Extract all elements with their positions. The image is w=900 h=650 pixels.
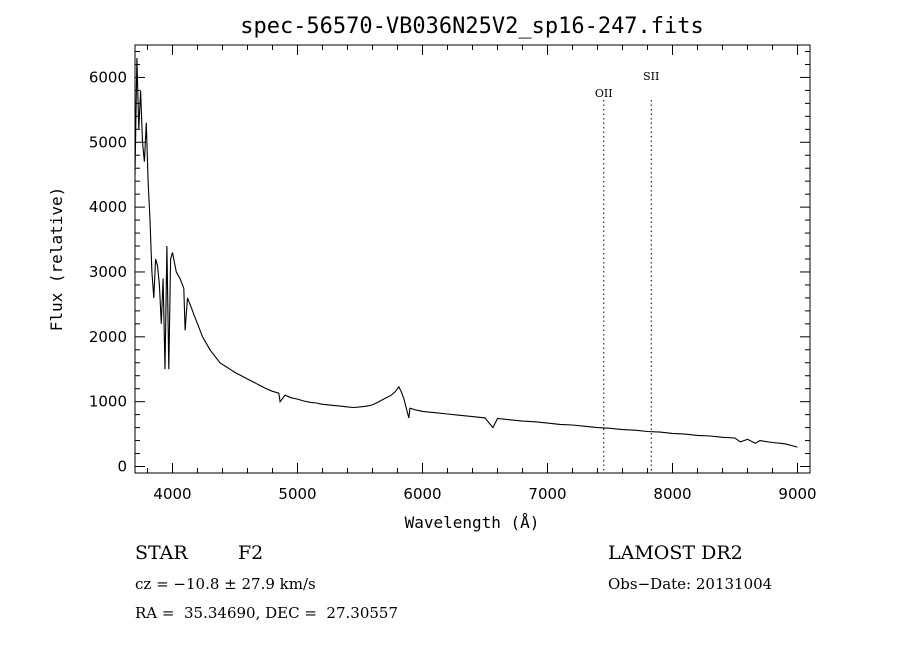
spectrum-series-line bbox=[134, 57, 798, 448]
y-tick-label: 6000 bbox=[89, 68, 127, 86]
x-axis-label: Wavelength (Å) bbox=[405, 513, 540, 532]
x-tick-label: 4000 bbox=[153, 485, 191, 503]
y-tick-label: 1000 bbox=[89, 393, 127, 411]
y-axis-label: Flux (relative) bbox=[47, 187, 66, 332]
spectral-line-markers: OII SII bbox=[595, 70, 659, 473]
x-tick-label: 8000 bbox=[653, 485, 691, 503]
survey-name: LAMOST DR2 bbox=[608, 542, 743, 564]
spectral-line-label: OII bbox=[595, 87, 613, 100]
y-tick-label: 0 bbox=[117, 458, 127, 476]
x-tick-label: 6000 bbox=[403, 485, 441, 503]
y-tick-label: 3000 bbox=[89, 263, 127, 281]
sky-coordinates: RA = 35.34690, DEC = 27.30557 bbox=[135, 604, 399, 622]
plot-frame bbox=[134, 44, 811, 474]
y-tick-label: 4000 bbox=[89, 198, 127, 216]
chart-title: spec-56570-VB036N25V2_sp16-247.fits bbox=[240, 14, 704, 39]
observation-date: Obs−Date: 20131004 bbox=[608, 575, 773, 593]
object-class: STAR bbox=[135, 542, 188, 564]
x-tick-label: 7000 bbox=[528, 485, 566, 503]
axis-ticks: 4000 5000 6000 7000 8000 9000 0 1000 2000 3000 400… bbox=[89, 45, 817, 503]
x-tick-label: 5000 bbox=[278, 485, 316, 503]
redshift-cz: cz = −10.8 ± 27.9 km/s bbox=[135, 575, 316, 593]
spectral-line-label: SII bbox=[643, 70, 659, 83]
x-tick-label: 9000 bbox=[778, 485, 816, 503]
y-tick-label: 5000 bbox=[89, 133, 127, 151]
y-tick-label: 2000 bbox=[89, 328, 127, 346]
object-subclass: F2 bbox=[238, 542, 264, 564]
